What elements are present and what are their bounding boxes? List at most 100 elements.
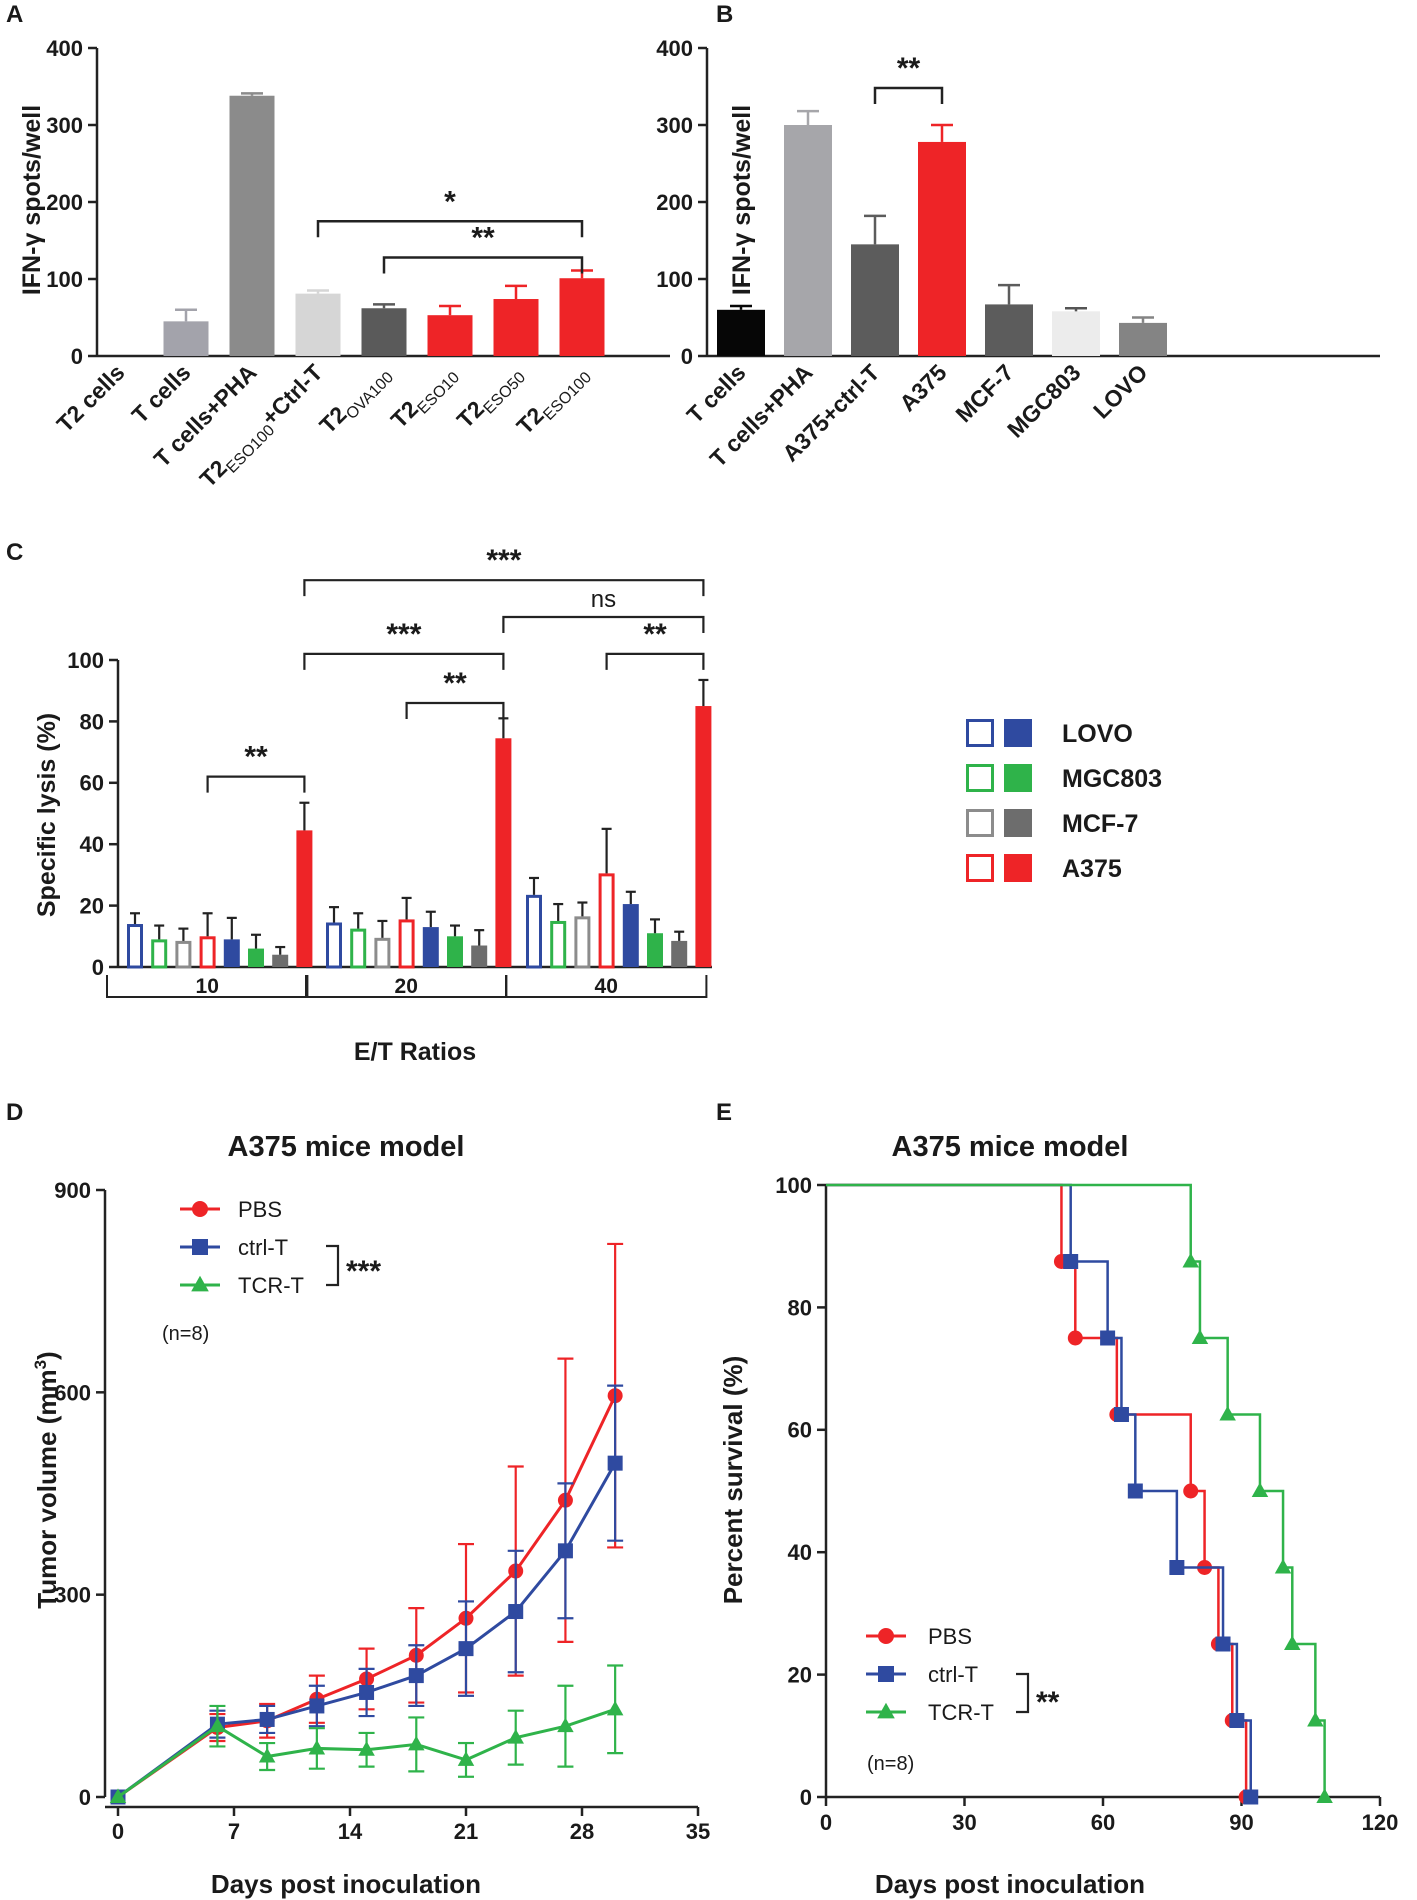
significance-bracket bbox=[502, 615, 705, 634]
bar-open-mcf-7 bbox=[175, 940, 192, 969]
bar bbox=[559, 278, 605, 356]
series-line-tcr-t bbox=[117, 1707, 616, 1799]
significance-label: *** bbox=[346, 1255, 381, 1288]
data-point-tcr-t bbox=[308, 1739, 326, 1755]
data-point-ctrl-t bbox=[1127, 1483, 1143, 1499]
panel-e-x-tick-label: 30 bbox=[952, 1810, 976, 1835]
panel-e-y-tick-label: 0 bbox=[800, 1785, 812, 1810]
x-tick-label: T2ESO10 bbox=[386, 359, 463, 436]
bar bbox=[918, 141, 966, 356]
data-point-ctrl-t bbox=[458, 1641, 474, 1657]
panel-d-ylabel: Tumor volume (mm3) bbox=[31, 1351, 62, 1608]
bar bbox=[1119, 322, 1167, 356]
bar-filled-mcf-7 bbox=[671, 940, 688, 967]
bar bbox=[985, 304, 1033, 356]
panel-d-xlabel: Days post inoculation bbox=[211, 1869, 481, 1899]
x-tick-label-main: LOVO bbox=[1088, 359, 1152, 423]
data-point-ctrl-t bbox=[1169, 1560, 1185, 1575]
data-point-tcr-t bbox=[557, 1717, 574, 1733]
bar-filled-lovo bbox=[422, 927, 439, 967]
x-tick-label: T2ESO100+Ctrl-T bbox=[195, 359, 332, 496]
data-point-tcr-t bbox=[408, 1735, 425, 1751]
panel-d-ylabel-sup: 3 bbox=[31, 1360, 50, 1369]
bar-filled-mcf-7 bbox=[471, 945, 488, 967]
data-point-tcr-t bbox=[507, 1729, 524, 1744]
data-point-ctrl-t bbox=[1243, 1789, 1259, 1805]
data-point-tcr-t bbox=[1316, 1788, 1333, 1803]
group-bracket bbox=[106, 975, 309, 998]
legend-marker-tcr-t bbox=[191, 1275, 209, 1292]
panel-d-title: A375 mice model bbox=[228, 1131, 465, 1163]
bar-filled-mgc803 bbox=[248, 948, 264, 967]
bar-filled-lovo bbox=[622, 904, 639, 967]
panel-d-x-tick-label: 7 bbox=[228, 1819, 240, 1844]
panel-e-y-tick-label: 20 bbox=[788, 1663, 812, 1688]
bar-open-a375 bbox=[199, 936, 216, 969]
data-point-tcr-t bbox=[258, 1747, 276, 1763]
panel-d-y-tick-label: 900 bbox=[54, 1178, 91, 1203]
legend-swatch-filled bbox=[1004, 719, 1032, 747]
significance-bracket bbox=[605, 652, 705, 670]
panel-a-y-tick-label: 100 bbox=[46, 267, 83, 292]
legend-swatch-open bbox=[966, 764, 994, 792]
panel-e-y-tick-label: 80 bbox=[788, 1295, 812, 1320]
bar-open-mgc803 bbox=[550, 920, 567, 969]
data-point-ctrl-t bbox=[359, 1684, 375, 1700]
bar bbox=[427, 315, 473, 356]
legend-label: PBS bbox=[928, 1624, 972, 1649]
group-label: 20 bbox=[395, 975, 418, 998]
data-point-ctrl-t bbox=[309, 1698, 325, 1714]
panel-d-x-tick-label: 28 bbox=[570, 1819, 594, 1844]
significance-bracket bbox=[316, 220, 584, 238]
legend-swatch-open bbox=[966, 854, 994, 882]
group-label: 10 bbox=[196, 975, 219, 998]
bar-filled-a375 bbox=[296, 830, 313, 967]
legend-label: MCF-7 bbox=[1062, 810, 1138, 838]
x-tick-label-main: T2 bbox=[314, 401, 351, 438]
panel-a-y-tick-label: 0 bbox=[71, 344, 83, 369]
legend-marker-ctrl-t bbox=[878, 1666, 894, 1682]
panel-e-x-tick-label: 90 bbox=[1229, 1810, 1253, 1835]
significance-bracket bbox=[405, 701, 505, 719]
panel-d-x-tick-label: 0 bbox=[112, 1819, 124, 1844]
panel-d-y-tick-label: 600 bbox=[54, 1380, 91, 1405]
significance-bracket bbox=[303, 579, 705, 597]
panel-d-x-tick-label: 14 bbox=[338, 1819, 363, 1844]
bar-open-lovo bbox=[326, 922, 342, 969]
legend-swatch-filled bbox=[1004, 854, 1032, 882]
data-point-tcr-t bbox=[1307, 1711, 1324, 1727]
panel-b-label: B bbox=[716, 1, 733, 28]
bar-filled-mgc803 bbox=[447, 936, 463, 967]
data-point-tcr-t bbox=[1219, 1405, 1236, 1421]
panel-a-label: A bbox=[6, 1, 23, 28]
x-tick-label: MGC803 bbox=[1002, 359, 1085, 442]
bar bbox=[163, 321, 209, 356]
bar-filled-a375 bbox=[495, 738, 512, 967]
bar-filled-mgc803 bbox=[647, 933, 663, 967]
bar-open-lovo bbox=[526, 894, 542, 969]
series-line-pbs bbox=[117, 1395, 617, 1799]
legend-swatch-filled bbox=[1004, 809, 1032, 837]
panel-e-y-tick-label: 40 bbox=[788, 1540, 812, 1565]
significance-bracket bbox=[873, 86, 944, 105]
bar-filled-a375 bbox=[695, 706, 712, 967]
panel-d-chart: D A375 mice model Days post inoculation … bbox=[6, 1099, 710, 1899]
panel-e-title: A375 mice model bbox=[892, 1131, 1129, 1163]
panel-c-y-tick-label: 80 bbox=[80, 709, 104, 734]
panel-d-y-tick-label: 0 bbox=[79, 1785, 91, 1810]
legend-label: A375 bbox=[1062, 855, 1122, 883]
significance-label: *** bbox=[486, 544, 521, 577]
x-tick-label-main: T2 bbox=[511, 402, 548, 439]
panel-b-y-tick-label: 100 bbox=[656, 267, 693, 292]
data-point-tcr-t bbox=[457, 1751, 475, 1766]
x-tick-label-main: T2 bbox=[386, 396, 423, 433]
significance-label: ** bbox=[443, 667, 467, 700]
data-point-ctrl-t bbox=[408, 1668, 424, 1684]
data-point-pbs bbox=[1067, 1330, 1083, 1346]
panel-e-y-tick-label: 60 bbox=[788, 1418, 812, 1443]
bar-open-a375 bbox=[398, 919, 415, 969]
panel-a-ylabel: IFN-γ spots/well bbox=[18, 105, 46, 295]
legend-marker-tcr-t bbox=[877, 1702, 895, 1719]
